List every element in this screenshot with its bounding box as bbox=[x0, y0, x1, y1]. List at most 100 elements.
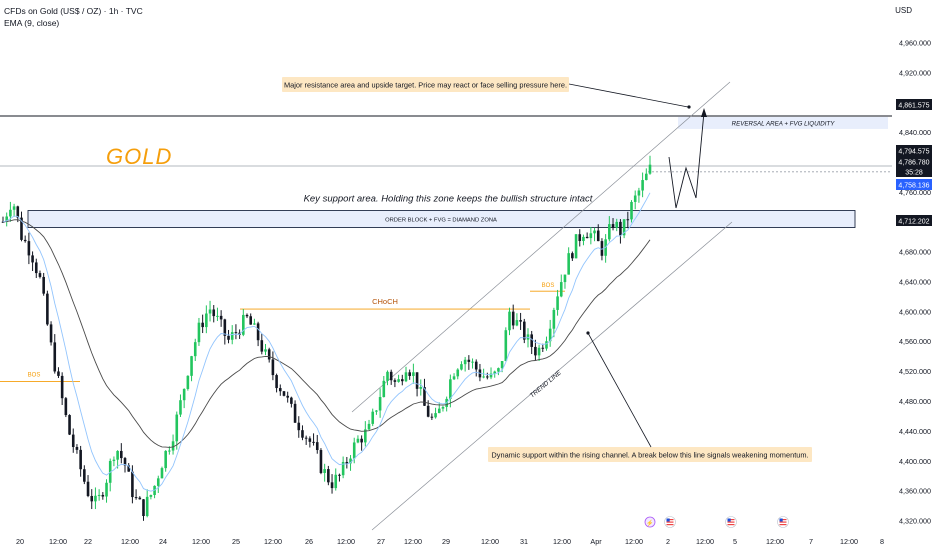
zones-layer bbox=[27, 116, 888, 228]
time-tick-label: 12:00 bbox=[696, 537, 714, 546]
price-label-badge bbox=[896, 215, 932, 226]
price-label-badge bbox=[896, 166, 932, 177]
candle-body bbox=[430, 416, 434, 418]
candle-body bbox=[123, 458, 127, 466]
candle-body bbox=[138, 497, 142, 500]
candle-body bbox=[515, 320, 519, 326]
bos-left-label: BOS bbox=[28, 373, 41, 379]
candle-body bbox=[5, 216, 8, 222]
candle-body bbox=[375, 410, 378, 412]
time-tick-label: 12:00 bbox=[337, 537, 355, 546]
candle-body bbox=[508, 311, 511, 331]
candle-body bbox=[319, 450, 323, 473]
candle-body bbox=[242, 314, 245, 335]
candle-body bbox=[500, 361, 504, 369]
price-label-text: 4,861.575 bbox=[898, 103, 929, 110]
candle-body bbox=[223, 319, 227, 336]
candle-body bbox=[94, 495, 97, 502]
resistance-note-text: Major resistance area and upside target.… bbox=[284, 81, 567, 90]
price-tick-label: 4,480.000 bbox=[899, 397, 931, 406]
support-note: Key support area. Holding this zone keep… bbox=[304, 194, 593, 205]
time-tick-label: 12:00 bbox=[192, 537, 210, 546]
candle-body bbox=[434, 413, 437, 418]
candle-body bbox=[585, 236, 589, 239]
price-label-text: 4,786.780 bbox=[898, 160, 929, 167]
candle-body bbox=[467, 359, 471, 362]
time-tick-label: 12:00 bbox=[625, 537, 643, 546]
candle-body bbox=[168, 450, 171, 452]
flag-stripe bbox=[727, 521, 735, 523]
candle-body bbox=[186, 375, 190, 389]
candle-body bbox=[53, 342, 57, 372]
price-axis[interactable]: 4,320.000 4,360.000 4,400.000 4,440.000 4,48… bbox=[892, 0, 932, 550]
candle-body bbox=[46, 293, 49, 325]
candle-body bbox=[23, 239, 27, 242]
candle-body bbox=[42, 276, 45, 294]
trend-line-label: TREND LINE bbox=[529, 369, 564, 400]
candle-body bbox=[608, 224, 611, 240]
symbol-title[interactable]: CFDs on Gold (US$ / OZ) · 1h · TVC bbox=[4, 6, 143, 16]
candle-body bbox=[626, 219, 630, 221]
time-tick-label: 31 bbox=[520, 537, 528, 546]
flag-canton bbox=[666, 518, 670, 522]
candle-body bbox=[600, 241, 604, 256]
flag-stripe bbox=[779, 524, 787, 526]
time-tick-label: 12:00 bbox=[404, 537, 422, 546]
candle-body bbox=[86, 481, 90, 496]
candle-body bbox=[101, 494, 105, 497]
candle-body bbox=[97, 494, 101, 496]
candle-body bbox=[57, 371, 60, 376]
candle-body bbox=[611, 224, 615, 228]
resistance-note-dot bbox=[687, 105, 691, 109]
time-tick-label: 27 bbox=[377, 537, 385, 546]
time-tick-label: Apr bbox=[590, 537, 602, 546]
candle-body bbox=[352, 442, 356, 459]
candle-body bbox=[393, 380, 397, 382]
price-tick-label: 4,320.000 bbox=[899, 517, 931, 526]
candle-body bbox=[38, 273, 42, 277]
candle-body bbox=[371, 411, 375, 424]
lightning-event-icon[interactable] bbox=[644, 516, 656, 528]
candle-body bbox=[179, 400, 182, 415]
candle-body bbox=[112, 459, 116, 461]
time-tick-label: 12:00 bbox=[840, 537, 858, 546]
projection-arrowhead bbox=[701, 108, 707, 117]
candle-body bbox=[541, 347, 545, 349]
price-tick-label: 4,920.000 bbox=[899, 68, 931, 77]
candle-body bbox=[338, 474, 341, 476]
price-label-text: 4,758.136 bbox=[898, 183, 929, 190]
candle-body bbox=[216, 315, 219, 317]
candle-body bbox=[582, 236, 585, 242]
time-axis[interactable]: 20 12:00 22 12:00 24 12:00 25 12:00 26 12:00 27 12:… bbox=[0, 516, 892, 550]
price-tick-label: 4,680.000 bbox=[899, 248, 931, 257]
candle-body bbox=[630, 201, 633, 220]
indicator-title[interactable]: EMA (9, close) bbox=[4, 18, 60, 28]
price-tick-label: 4,840.000 bbox=[899, 128, 931, 137]
candle-body bbox=[267, 349, 271, 360]
candle-body bbox=[349, 458, 352, 464]
ema-layer bbox=[2, 192, 651, 492]
candle-body bbox=[205, 313, 208, 328]
time-axis-bg bbox=[0, 532, 892, 550]
candle-body bbox=[282, 391, 286, 396]
time-tick-label: 25 bbox=[232, 537, 240, 546]
bos-right-label: BOS bbox=[542, 283, 555, 289]
candle-body bbox=[545, 341, 548, 349]
price-tick-label: 4,600.000 bbox=[899, 307, 931, 316]
candle-body bbox=[219, 315, 223, 320]
chart-legend[interactable]: CFDs on Gold (US$ / OZ) · 1h · TVC EMA (… bbox=[4, 5, 143, 29]
price-tick-label: 4,760.000 bbox=[899, 188, 931, 197]
price-tick-label: 4,960.000 bbox=[899, 38, 931, 47]
candle-body bbox=[31, 255, 34, 263]
candle-body bbox=[460, 364, 463, 370]
projection-path bbox=[668, 111, 705, 209]
price-label-text: 4,794.575 bbox=[898, 149, 929, 156]
candle-body bbox=[71, 434, 75, 448]
candle-body bbox=[315, 442, 319, 451]
candle-body bbox=[596, 230, 600, 242]
candle-body bbox=[27, 241, 31, 256]
price-label-text: 4,712.202 bbox=[898, 219, 929, 226]
candle-body bbox=[120, 450, 123, 459]
lightning-glyph: ⚡ bbox=[646, 519, 653, 527]
